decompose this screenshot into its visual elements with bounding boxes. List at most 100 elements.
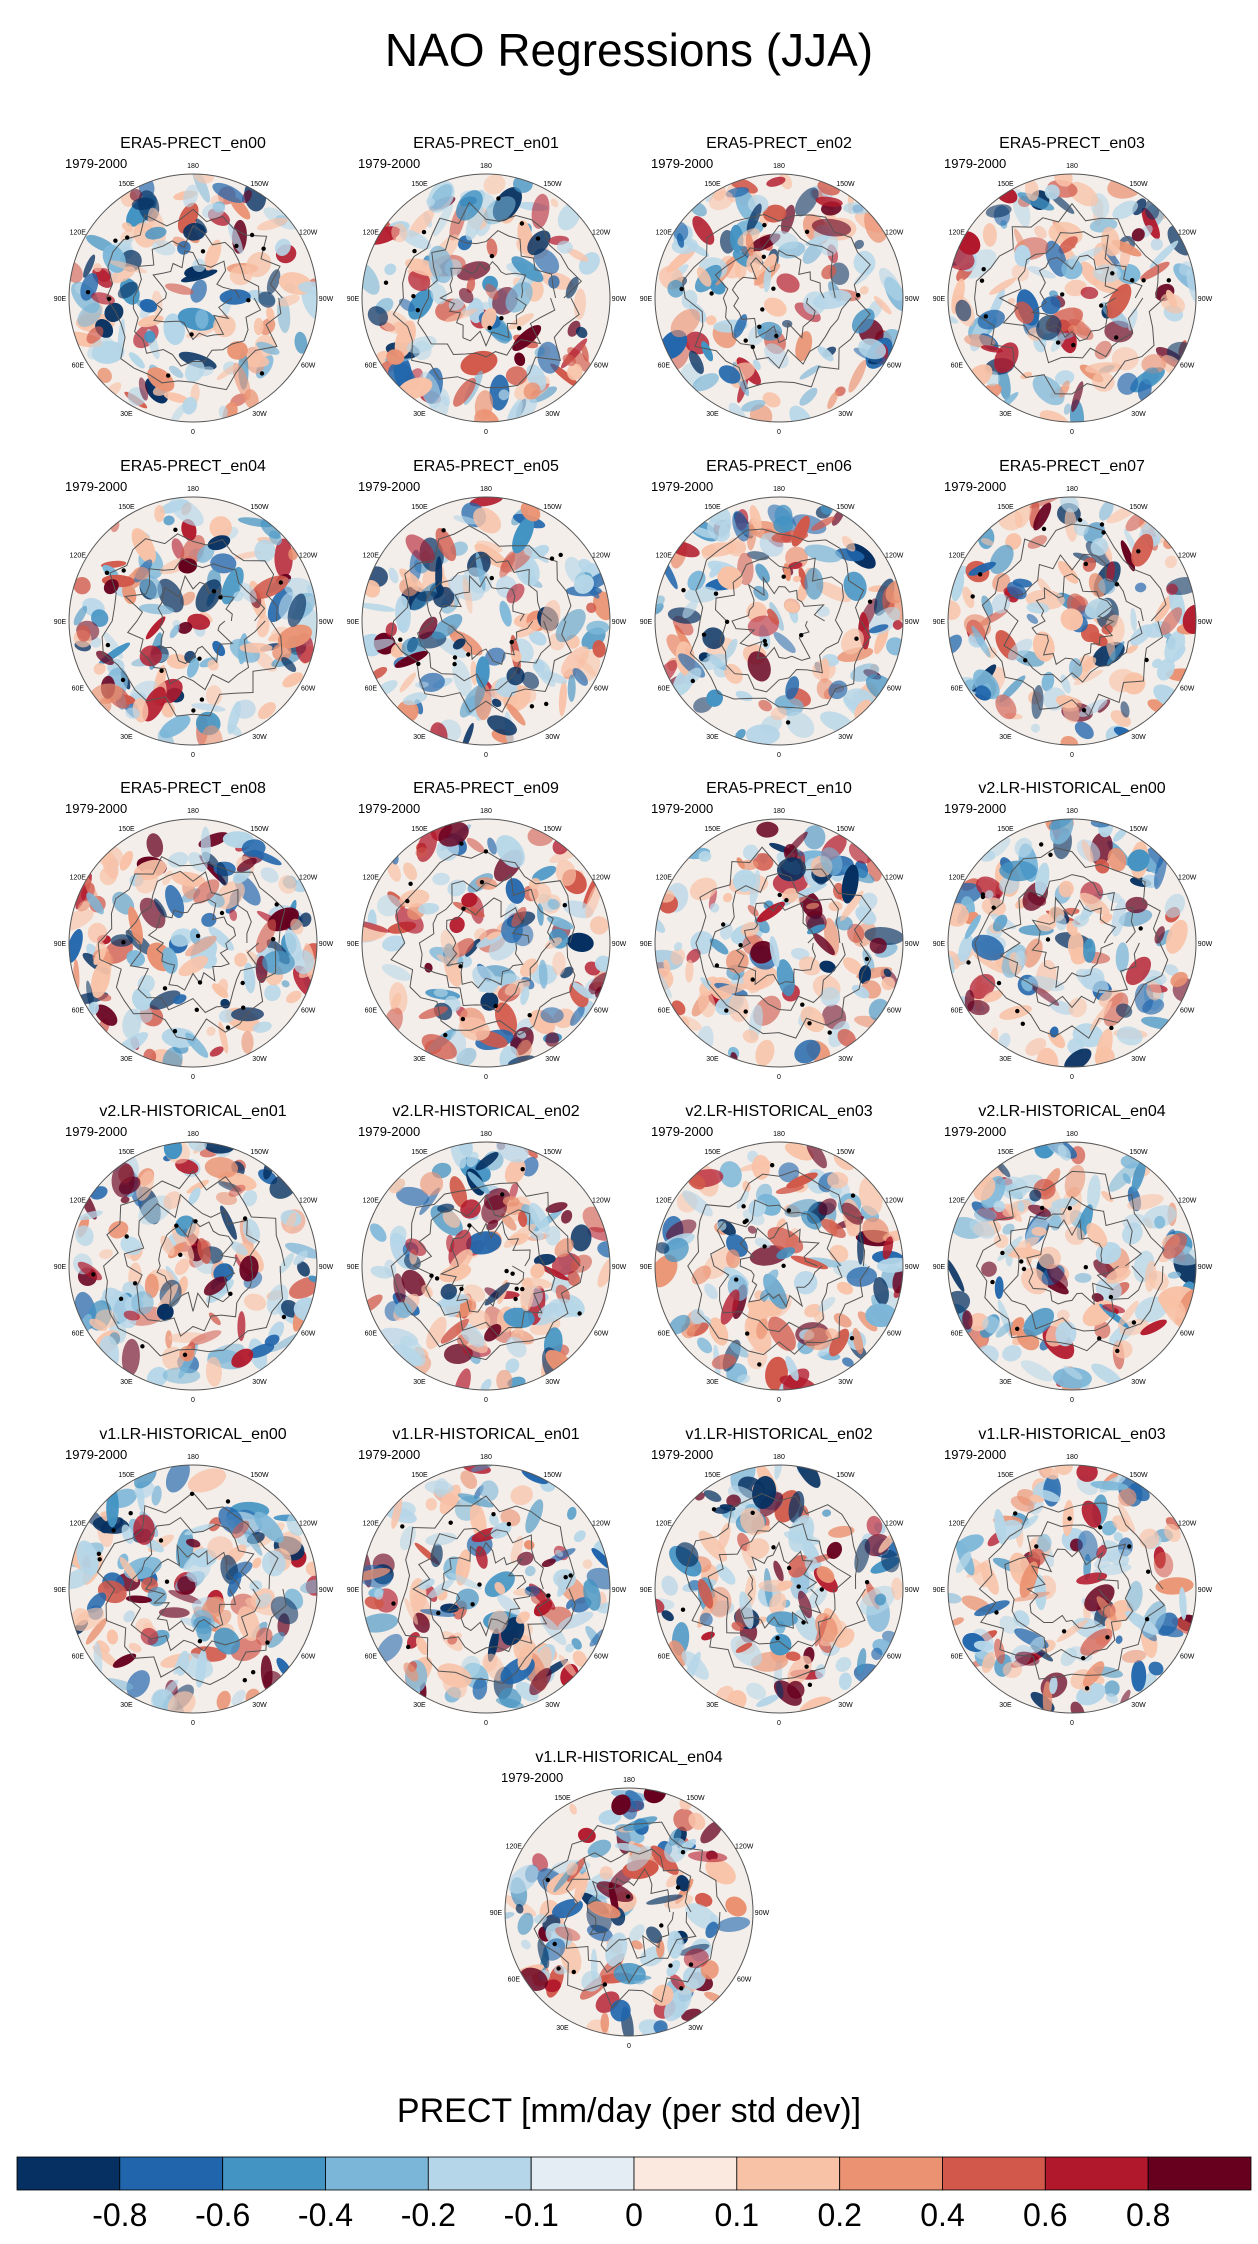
panel-period: 1979-2000 — [944, 1447, 1006, 1462]
lon-tick-label: 120W — [1178, 1198, 1197, 1205]
lon-tick-label: 0 — [484, 752, 488, 759]
lon-tick-label: 150E — [411, 1149, 428, 1156]
significance-dot — [218, 595, 223, 600]
significance-dot — [520, 1286, 525, 1292]
panel-period: 1979-2000 — [944, 801, 1006, 816]
lon-tick-label: 150E — [554, 1795, 571, 1802]
significance-dot — [113, 238, 118, 243]
significance-dot — [714, 963, 720, 968]
significance-dot — [128, 1511, 133, 1516]
significance-dot — [801, 1620, 806, 1625]
lon-tick-label: 30W — [1131, 734, 1146, 741]
significance-dot — [771, 1545, 776, 1550]
significance-dot — [408, 881, 413, 886]
panel-title: v2.LR-HISTORICAL_en04 — [978, 1103, 1165, 1120]
lon-tick-label: 180 — [1066, 486, 1078, 493]
colorbar-tick-label: 0.2 — [817, 2197, 861, 2233]
significance-dot — [807, 1682, 813, 1688]
significance-dot — [506, 1521, 512, 1527]
lon-tick-label: 150W — [1129, 504, 1148, 511]
lon-tick-label: 90W — [319, 1264, 334, 1271]
lon-tick-label: 60E — [72, 1331, 85, 1338]
lon-tick-label: 90W — [1198, 619, 1213, 626]
significance-dot — [504, 1268, 509, 1274]
significance-dot — [97, 1557, 102, 1562]
lon-tick-label: 120W — [1178, 875, 1197, 882]
map-panel: ERA5-PRECT_en03 1979-2000 180 150E 120E 90E 60… — [933, 135, 1213, 436]
lon-tick-label: 60E — [951, 686, 964, 693]
map-boundary — [654, 173, 904, 423]
lon-tick-label: 60E — [951, 1654, 964, 1661]
lon-tick-label: 60E — [365, 363, 378, 370]
lon-tick-label: 150W — [686, 1795, 705, 1802]
significance-dot — [265, 1640, 270, 1645]
significance-dot — [173, 527, 178, 532]
precip-field — [69, 1142, 317, 1390]
lon-tick-label: 30W — [1131, 1702, 1146, 1709]
significance-dot — [745, 1331, 750, 1336]
lon-tick-label: 90W — [905, 1587, 920, 1594]
precip-field — [655, 1465, 903, 1713]
significance-dot — [470, 1602, 475, 1607]
lon-tick-label: 0 — [1070, 1720, 1074, 1727]
lon-tick-label: 0 — [777, 1074, 781, 1081]
significance-dot — [411, 294, 416, 299]
lon-tick-label: 150W — [836, 1472, 855, 1479]
lon-tick-label: 60E — [658, 1008, 671, 1015]
lon-tick-label: 0 — [777, 1720, 781, 1727]
significance-dot — [1146, 1569, 1151, 1574]
precip-field — [655, 497, 903, 745]
significance-dot — [228, 1291, 233, 1297]
significance-dot — [1019, 1259, 1024, 1264]
colorbar-swatch — [1147, 2156, 1252, 2191]
colorbar-tick-label: 0.4 — [920, 2197, 964, 2233]
colorbar-swatch — [839, 2156, 943, 2191]
map-boundary — [654, 1464, 904, 1714]
panel-period: 1979-2000 — [651, 1124, 713, 1139]
significance-dot — [496, 196, 501, 201]
lon-tick-label: 90W — [612, 941, 627, 948]
significance-dot — [489, 253, 495, 259]
lon-tick-label: 60W — [887, 686, 902, 693]
significance-dot — [546, 1593, 551, 1598]
coastlines — [682, 213, 871, 390]
panel-title: v1.LR-HISTORICAL_en03 — [978, 1426, 1165, 1443]
significance-dot — [786, 1565, 792, 1571]
colorbar-tick-label: -0.1 — [504, 2197, 559, 2233]
panel-period: 1979-2000 — [65, 801, 127, 816]
precip-field — [69, 497, 317, 745]
lon-tick-label: 90W — [1198, 1587, 1213, 1594]
significance-dot — [1071, 342, 1076, 348]
map-boundary — [947, 1464, 1197, 1714]
significance-dot — [1040, 1205, 1045, 1211]
significance-dot — [681, 588, 686, 593]
significance-dot — [552, 1941, 557, 1947]
lon-tick-label: 60E — [72, 363, 85, 370]
significance-dot — [1098, 1525, 1103, 1530]
significance-dot — [571, 1969, 576, 1975]
lon-tick-label: 120E — [363, 1198, 380, 1205]
map-panel: ERA5-PRECT_en07 1979-2000 180 150E 120E 90E 60… — [933, 458, 1213, 759]
significance-dot — [981, 267, 986, 272]
significance-dot — [240, 980, 245, 986]
lon-tick-label: 120E — [949, 875, 966, 882]
colorbar-swatch — [633, 2156, 738, 2191]
significance-dot — [1067, 1206, 1073, 1211]
significance-dot — [1130, 278, 1135, 283]
lon-tick-label: 30E — [999, 1379, 1012, 1386]
colorbar-swatch — [427, 2156, 532, 2191]
panel-title: ERA5-PRECT_en03 — [999, 135, 1145, 152]
map-panel: v2.LR-HISTORICAL_en01 1979-2000 180 150E 120… — [54, 1103, 334, 1404]
precip-field — [362, 1465, 610, 1713]
lon-tick-label: 60E — [365, 1654, 378, 1661]
significance-dot — [1101, 530, 1106, 535]
significance-dot — [1138, 926, 1143, 931]
significance-dot — [980, 892, 986, 897]
lon-tick-label: 0 — [191, 1397, 195, 1404]
significance-dot — [398, 637, 403, 642]
map-panel: v1.LR-HISTORICAL_en04 1979-2000 180 150E 120… — [490, 1749, 770, 2050]
map-boundary — [947, 173, 1197, 423]
lon-tick-label: 150W — [543, 1472, 562, 1479]
lon-tick-label: 150E — [411, 181, 428, 188]
